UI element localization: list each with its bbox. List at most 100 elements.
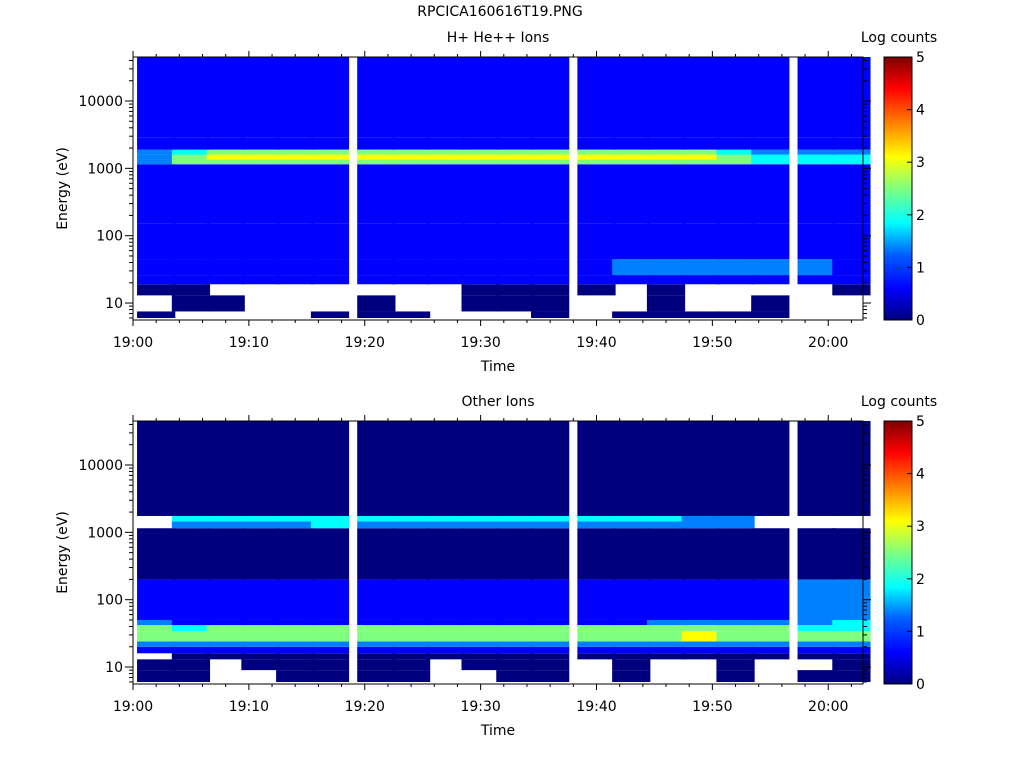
- heatmap-cell: [646, 137, 686, 150]
- heatmap-cell: [171, 528, 211, 580]
- heatmap-cell: [171, 159, 211, 165]
- heatmap-cell: [357, 223, 396, 260]
- heatmap-cell: [426, 57, 465, 138]
- heatmap-cell: [646, 421, 686, 516]
- heatmap-cell: [426, 259, 465, 276]
- heatmap-cell: [137, 619, 176, 626]
- heatmap-cell: [137, 528, 176, 580]
- heatmap-cell: [681, 259, 720, 276]
- heatmap-cell: [206, 137, 245, 150]
- heatmap-cell: [531, 631, 570, 642]
- heatmap-cell: [357, 259, 396, 276]
- heatmap-cell: [391, 528, 431, 580]
- heatmap-cell: [646, 515, 686, 522]
- heatmap-cell: [531, 619, 570, 626]
- heatmap-cell: [310, 521, 350, 529]
- heatmap-cell: [716, 521, 755, 529]
- heatmap-cell: [577, 275, 616, 285]
- heatmap-cell: [646, 579, 686, 620]
- heatmap-cell: [461, 515, 500, 522]
- x-tick-label: 19:10: [229, 335, 269, 351]
- heatmap-cell: [391, 646, 431, 654]
- x-tick-label: 19:30: [460, 335, 500, 351]
- heatmap-cell: [137, 259, 176, 276]
- heatmap-cell: [310, 670, 350, 682]
- heatmap-cell: [751, 154, 790, 160]
- x-tick-label: 20:00: [808, 335, 848, 351]
- heatmap-cell: [612, 159, 651, 165]
- heatmap-cell: [646, 223, 686, 260]
- heatmap-cell: [496, 57, 535, 138]
- heatmap-cell: [357, 137, 396, 150]
- heatmap-cell: [531, 164, 570, 224]
- heatmap-cell: [612, 646, 651, 654]
- colorbar-tick-label: 2: [916, 208, 925, 224]
- heatmap-cell: [681, 641, 720, 647]
- heatmap-cell: [716, 259, 755, 276]
- heatmap-cell: [716, 57, 755, 138]
- heatmap-cell: [206, 295, 245, 312]
- heatmap-cell: [310, 275, 350, 285]
- heatmap-cell: [751, 57, 790, 138]
- heatmap-cell: [137, 57, 176, 138]
- heatmap-cell: [310, 164, 350, 224]
- heatmap-cell: [751, 149, 790, 155]
- heatmap-cell: [681, 528, 720, 580]
- heatmap-cell: [171, 579, 211, 620]
- heatmap-cell: [716, 528, 755, 580]
- heatmap-cell: [531, 223, 570, 260]
- heatmap-cell: [751, 619, 790, 626]
- heatmap-cell: [171, 631, 211, 642]
- heatmap-cell: [646, 149, 686, 155]
- heatmap-cell: [832, 528, 871, 580]
- heatmap-cell: [426, 421, 465, 516]
- heatmap-cell: [531, 659, 570, 671]
- heatmap-cell: [612, 275, 651, 285]
- heatmap-cell: [426, 223, 465, 260]
- heatmap-cell: [681, 625, 720, 632]
- heatmap-cell: [171, 284, 211, 296]
- heatmap-cell: [276, 670, 315, 682]
- heatmap-cell: [646, 275, 686, 285]
- heatmap-cell: [391, 275, 431, 285]
- heatmap-cell: [612, 619, 651, 626]
- heatmap-cell: [496, 275, 535, 285]
- x-axis-label: Time: [480, 723, 515, 739]
- heatmap-cell: [426, 521, 465, 529]
- heatmap-cell: [357, 515, 396, 522]
- heatmap-cell: [496, 223, 535, 260]
- heatmap-cell: [832, 619, 871, 626]
- heatmap-cell: [461, 57, 500, 138]
- heatmap-cell: [797, 57, 836, 138]
- heatmap-cell: [206, 521, 245, 529]
- heatmap-cell: [496, 641, 535, 647]
- heatmap-cell: [206, 164, 245, 224]
- heatmap-cell: [426, 164, 465, 224]
- heatmap-cell: [496, 619, 535, 626]
- heatmap-cell: [137, 137, 176, 150]
- heatmap-cell: [612, 164, 651, 224]
- heatmap-cell: [797, 223, 836, 260]
- heatmap-cell: [171, 259, 211, 276]
- heatmap-cell: [832, 646, 871, 654]
- heatmap-cell: [531, 641, 570, 647]
- heatmap-cell: [461, 659, 500, 671]
- heatmap-cell: [716, 631, 755, 642]
- heatmap-cell: [496, 137, 535, 150]
- heatmap-cell: [171, 149, 211, 155]
- heatmap-cell: [612, 311, 651, 318]
- heatmap-cell: [241, 619, 280, 626]
- heatmap-cell: [171, 164, 211, 224]
- heatmap-cell: [751, 641, 790, 647]
- heatmap-cell: [426, 653, 465, 660]
- heatmap-cell: [531, 528, 570, 580]
- heatmap-cell: [206, 223, 245, 260]
- heatmap-cell: [797, 670, 836, 682]
- heatmap-cell: [206, 653, 245, 660]
- colorbar-tick-label: 1: [916, 260, 925, 276]
- colorbar-tick-label: 5: [916, 414, 925, 430]
- heatmap-cell: [646, 259, 686, 276]
- heatmap-cell: [496, 159, 535, 165]
- heatmap-cell: [241, 653, 280, 660]
- heatmap-cell: [681, 631, 720, 642]
